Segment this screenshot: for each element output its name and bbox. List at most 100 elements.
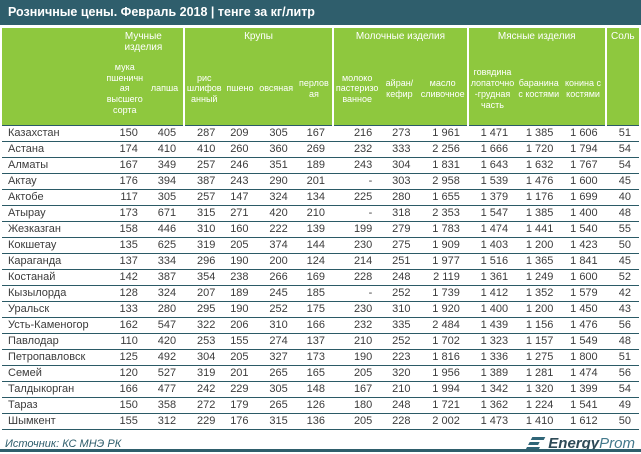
price-cell: 305 — [256, 125, 296, 142]
price-cell: 1 600 — [561, 173, 606, 190]
price-cell: 228 — [380, 413, 419, 430]
price-cell: - — [333, 173, 381, 190]
price-cell: 252 — [380, 333, 419, 350]
page-title: Розничные цены. Февраль 2018 | тенге за … — [0, 0, 641, 25]
price-cell: 252 — [380, 285, 419, 302]
row-city-label: Шымкент — [2, 413, 104, 430]
price-cell: 420 — [256, 205, 296, 222]
price-cell: 305 — [145, 189, 185, 206]
source-note: Источник: КС МНЭ РК — [5, 437, 122, 450]
price-cell: 190 — [223, 301, 257, 318]
price-cell: 232 — [333, 141, 381, 158]
price-cell: 315 — [256, 413, 296, 430]
logo-text-energy: Energy — [548, 435, 600, 452]
table-row: Костанай 142 387 354 238 266 169 228 248 2 119 1 3… — [2, 269, 639, 286]
price-cell: 125 — [103, 349, 146, 366]
price-cell: 1 385 — [516, 205, 562, 222]
price-cell: 1 794 — [561, 141, 606, 158]
price-cell: 269 — [295, 141, 334, 158]
col-header-horsemeat: конина с костями — [561, 53, 606, 126]
price-cell: 147 — [223, 189, 257, 206]
price-cell: 275 — [380, 237, 419, 254]
price-cell: 150 — [103, 125, 146, 142]
price-cell: 1 336 — [467, 349, 517, 366]
price-cell: 1 471 — [467, 125, 517, 142]
price-cell: 209 — [223, 125, 257, 142]
price-cell: 169 — [295, 269, 334, 286]
price-cell: 55 — [605, 221, 639, 238]
price-cell: 42 — [605, 285, 639, 302]
price-cell: 420 — [145, 333, 185, 350]
price-cell: 253 — [184, 333, 224, 350]
price-cell: 173 — [295, 349, 334, 366]
price-cell: 40 — [605, 189, 639, 206]
price-cell: 229 — [184, 413, 224, 430]
price-cell: 176 — [223, 413, 257, 430]
price-cell: 260 — [223, 141, 257, 158]
column-header-row: мука пшеничная высшего сорта лапша рис ш… — [2, 53, 639, 126]
price-cell: 137 — [295, 333, 334, 350]
price-cell: 124 — [295, 253, 334, 270]
row-city-label: Семей — [2, 365, 104, 382]
price-cell: 1 841 — [561, 253, 606, 270]
table-row: Петропавловск 125 492 304 205 327 173 190 223 1 8… — [2, 349, 639, 366]
price-cell: 48 — [605, 205, 639, 222]
price-cell: 2 958 — [418, 173, 468, 190]
price-cell: 1 342 — [467, 381, 517, 398]
price-cell: 1 400 — [467, 301, 517, 318]
table-row: Атырау 173 671 315 271 420 210-318 2 353 1 547 1 … — [2, 205, 639, 222]
price-cell: 206 — [223, 317, 257, 334]
corner-cell — [2, 28, 104, 53]
price-cell: 1 450 — [561, 301, 606, 318]
price-cell: 405 — [145, 125, 185, 142]
price-cell: 167 — [103, 157, 146, 174]
table-row: Уральск 133 280 295 190 252 175 230 310 1 920 1 40… — [2, 301, 639, 318]
price-cell: 2 256 — [418, 141, 468, 158]
col-header-rice: рис шлифованный — [183, 53, 224, 126]
city-column-header — [2, 53, 104, 126]
price-cell: 1 767 — [561, 157, 606, 174]
price-cell: 1 956 — [418, 365, 468, 382]
price-cell: 1 441 — [516, 221, 562, 238]
price-cell: 155 — [103, 413, 146, 430]
price-cell: 179 — [223, 397, 257, 414]
price-cell: 144 — [295, 237, 334, 254]
price-cell: 245 — [256, 285, 296, 302]
price-cell: 2 484 — [418, 317, 468, 334]
price-cell: 214 — [333, 253, 381, 270]
row-city-label: Алматы — [2, 157, 104, 174]
price-cell: 160 — [223, 221, 257, 238]
price-cell: 180 — [333, 397, 381, 414]
table-row: Талдыкорган 166 477 242 229 305 148 167 210 1 994… — [2, 381, 639, 398]
price-cell: 1 539 — [467, 173, 517, 190]
price-cell: 1 909 — [418, 237, 468, 254]
price-cell: 477 — [145, 381, 185, 398]
price-cell: 1 800 — [561, 349, 606, 366]
price-cell: - — [333, 285, 381, 302]
price-cell: 273 — [380, 125, 419, 142]
price-cell: 280 — [380, 189, 419, 206]
price-cell: 1 323 — [467, 333, 517, 350]
price-cell: 1 600 — [561, 269, 606, 286]
price-cell: 199 — [333, 221, 381, 238]
price-cell: 1 476 — [561, 317, 606, 334]
price-cell: 1 699 — [561, 189, 606, 206]
price-cell: 56 — [605, 317, 639, 334]
price-cell: 1 474 — [467, 221, 517, 238]
table-header: Мучные изделия Крупы Молочные изделия Мя… — [2, 28, 639, 126]
price-cell: 319 — [184, 365, 224, 382]
price-cell: 223 — [380, 349, 419, 366]
table-row: Семей 120 527 319 201 265 165 205 320 1 956 1 389 1… — [2, 365, 639, 382]
price-cell: 2 119 — [418, 269, 468, 286]
price-cell: 1 961 — [418, 125, 468, 142]
group-header-dairy: Молочные изделия — [332, 28, 468, 53]
price-cell: 290 — [256, 173, 296, 190]
price-cell: 387 — [145, 269, 185, 286]
price-cell: 625 — [145, 237, 185, 254]
row-city-label: Актау — [2, 173, 104, 190]
price-cell: 51 — [605, 125, 639, 142]
price-cell: 394 — [145, 173, 185, 190]
price-cell: 50 — [605, 237, 639, 254]
group-header-row: Мучные изделия Крупы Молочные изделия Мя… — [2, 28, 639, 126]
price-cell: 671 — [145, 205, 185, 222]
